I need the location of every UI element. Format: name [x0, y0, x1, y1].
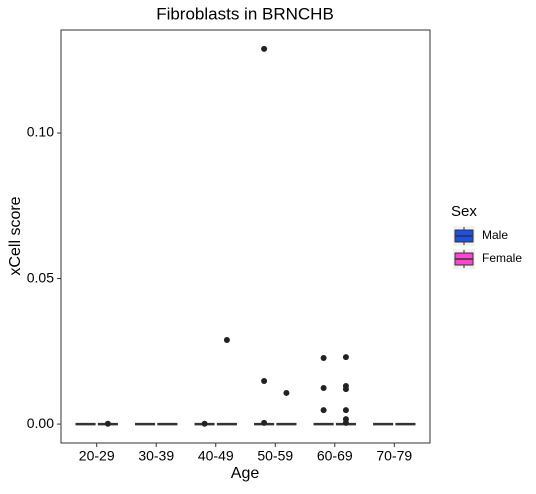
outlier — [223, 336, 230, 343]
x-axis-label: Age — [231, 465, 260, 482]
outlier — [342, 354, 349, 361]
x-tick-label: 50-59 — [257, 448, 293, 464]
outlier — [320, 407, 327, 414]
chart-title: Fibroblasts in BRNCHB — [156, 4, 334, 23]
outlier — [342, 419, 349, 426]
y-tick-label: 0.00 — [27, 415, 54, 431]
outlier — [342, 386, 349, 393]
y-tick-label: 0.10 — [27, 124, 54, 140]
outlier — [320, 384, 327, 391]
outlier — [320, 355, 327, 362]
x-tick-label: 30-39 — [138, 448, 174, 464]
x-tick-label: 70-79 — [376, 448, 412, 464]
outlier — [201, 420, 208, 427]
outlier — [261, 378, 268, 385]
legend-label: Male — [482, 228, 508, 242]
x-tick-label: 40-49 — [198, 448, 234, 464]
outlier — [261, 419, 268, 426]
x-tick-label: 20-29 — [79, 448, 115, 464]
outlier — [283, 389, 290, 396]
legend-label: Female — [482, 251, 522, 265]
y-tick-label: 0.05 — [27, 269, 54, 285]
outlier — [261, 45, 268, 52]
legend-title: Sex — [451, 203, 477, 220]
x-tick-label: 60-69 — [317, 448, 353, 464]
outlier — [342, 407, 349, 414]
plot-panel — [60, 29, 431, 444]
outlier — [104, 420, 111, 427]
y-axis-label: xCell score — [7, 196, 24, 275]
